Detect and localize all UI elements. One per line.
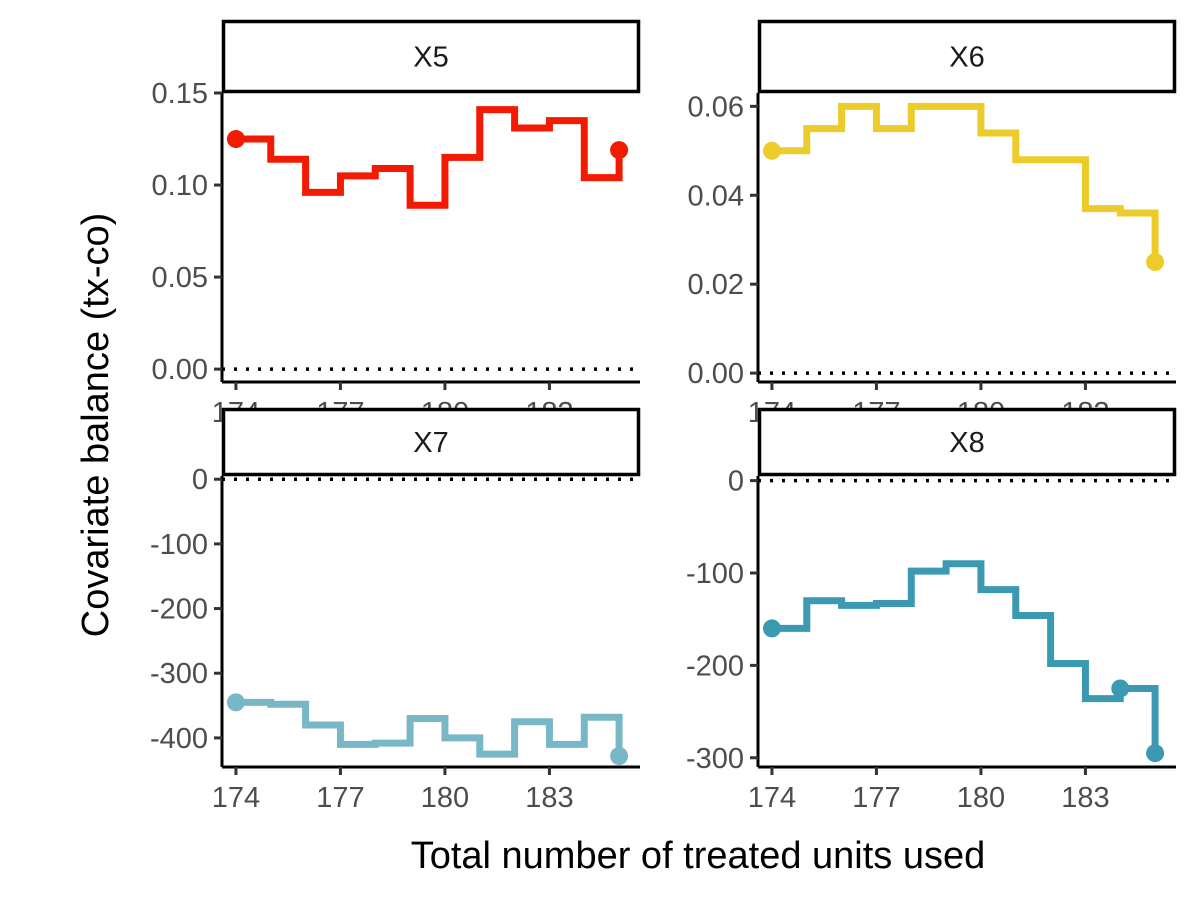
- series-line-x5: [235, 106, 623, 209]
- y-tick-label-x5: 0.15: [152, 78, 208, 110]
- series-line-x6: [771, 102, 1159, 262]
- strip-box-x7: [221, 407, 641, 477]
- strip-box-x5: [221, 19, 641, 94]
- data-point-x5: [610, 141, 629, 160]
- y-tick-label-x8: -200: [686, 650, 744, 682]
- x-tick-label-x8: 177: [852, 782, 900, 814]
- data-point-x7: [610, 747, 629, 766]
- y-tick-label-x7: -200: [150, 594, 208, 626]
- strip-label-x6: X6: [949, 42, 984, 74]
- y-tick-label-x6: 0.00: [688, 358, 744, 390]
- y-axis-title: Covariate balance (tx-co): [75, 213, 117, 638]
- y-tick-label-x8: 0: [728, 466, 744, 498]
- x-tick-label-x8: 174: [748, 782, 796, 814]
- y-tick-label-x7: -400: [150, 723, 208, 755]
- x-tick-label-x7: 180: [421, 782, 469, 814]
- y-tick-label-x7: -300: [150, 658, 208, 690]
- y-tick-label-x6: 0.06: [688, 91, 744, 123]
- strip-box-x8: [757, 407, 1177, 477]
- y-tick-label-x7: 0: [192, 464, 208, 496]
- y-tick-label-x8: -100: [686, 558, 744, 590]
- panel-x6: X60.000.020.040.06174177180183: [688, 19, 1177, 429]
- y-tick-label-x5: 0.00: [152, 354, 208, 386]
- x-tick-label-x8: 180: [957, 782, 1005, 814]
- x-tick-label-x7: 183: [525, 782, 573, 814]
- data-point-x8: [1111, 679, 1130, 698]
- y-tick-label-x6: 0.04: [688, 180, 744, 212]
- y-tick-label-x5: 0.10: [152, 170, 208, 202]
- data-point-x8: [1146, 744, 1165, 763]
- x-tick-label-x8: 183: [1061, 782, 1109, 814]
- y-tick-label-x7: -100: [150, 529, 208, 561]
- y-tick-label-x5: 0.05: [152, 262, 208, 294]
- series-line-x7: [235, 698, 623, 758]
- facet-panels: X5 0.00 0.05 0.10 0.15 174 177 180 183 X6 0.00 0.02…: [150, 19, 1177, 814]
- strip-box-x6: [757, 19, 1177, 94]
- data-point-x6: [1146, 252, 1165, 271]
- x-axis-title: Total number of treated units used: [411, 835, 986, 877]
- strip-label-x5: X5: [413, 42, 448, 74]
- strip-label-x7: X7: [413, 427, 448, 459]
- series-line-x8: [771, 560, 1159, 754]
- data-point-x6: [762, 141, 781, 160]
- y-tick-label-x8: -300: [686, 743, 744, 775]
- x-tick-label-x7: 177: [316, 782, 364, 814]
- strip-label-x8: X8: [949, 427, 984, 459]
- y-tick-label-x6: 0.02: [688, 269, 744, 301]
- data-point-x7: [226, 693, 245, 712]
- data-point-x5: [226, 130, 245, 149]
- panel-x5: X50.000.050.100.15174177180183: [152, 19, 641, 429]
- data-point-x8: [762, 619, 781, 638]
- x-tick-label-x7: 174: [212, 782, 260, 814]
